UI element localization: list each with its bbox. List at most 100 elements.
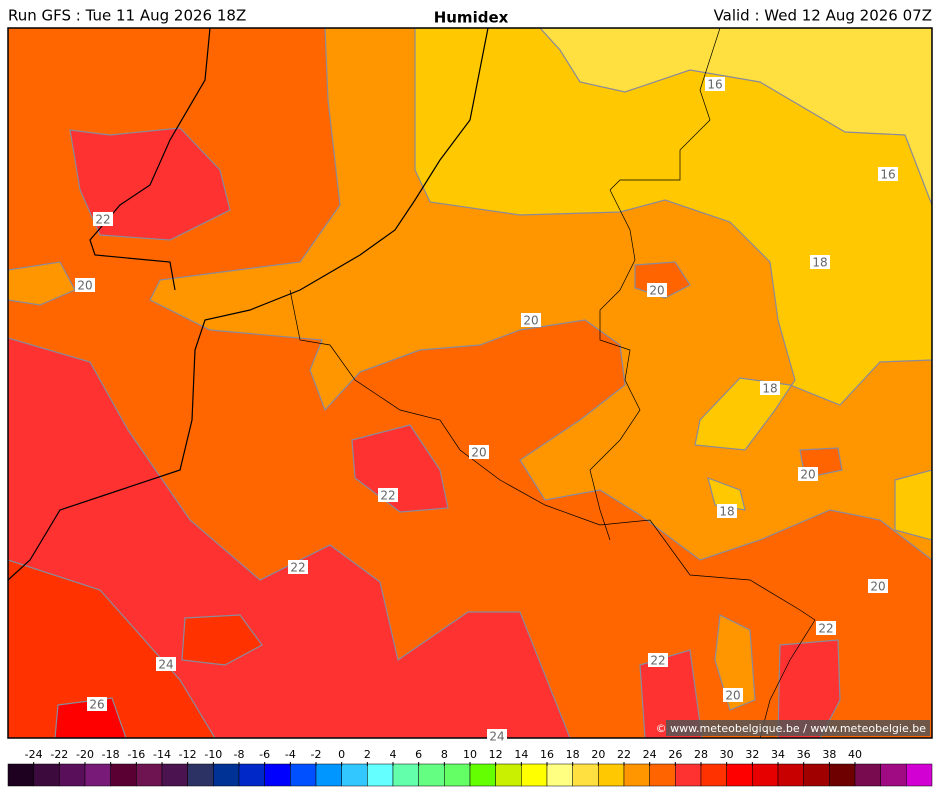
colorbar-swatch <box>675 763 702 787</box>
contour-label: 20 <box>523 314 538 328</box>
colorbar-swatch <box>7 763 34 787</box>
colorbar-swatch <box>598 763 625 787</box>
contour-label: 24 <box>489 730 504 744</box>
colorbar-swatch <box>341 763 368 787</box>
colorbar-label: -20 <box>76 748 94 761</box>
contour-label-bg <box>705 77 725 91</box>
contour-label: 20 <box>471 446 486 460</box>
colorbar-swatch <box>161 763 188 787</box>
colorbar-swatch <box>854 763 881 787</box>
colorbar-label: 24 <box>643 748 657 761</box>
colorbar-label: 26 <box>668 748 682 761</box>
colorbar-swatch <box>59 763 86 787</box>
colorbar-swatch <box>700 763 727 787</box>
colorbar-swatch <box>777 763 804 787</box>
colorbar: -24 -22 -20 -18 -16 -14 -12 -10 -8 -6 -4 -2 0 2 4 6 8 10 1… <box>7 748 933 787</box>
colorbar-swatch <box>623 763 650 787</box>
colorbar-label: 36 <box>797 748 811 761</box>
valid-info: Valid : Wed 12 Aug 2026 07Z <box>714 7 932 25</box>
colorbar-label: -4 <box>285 748 296 761</box>
colorbar-label: 18 <box>566 748 580 761</box>
contour-label-bg <box>378 488 398 502</box>
contour-label: 22 <box>818 622 833 636</box>
map-title: Humidex <box>434 9 509 27</box>
contour-label: 18 <box>812 256 827 270</box>
contour-label-bg <box>878 167 898 181</box>
colorbar-swatch <box>572 763 599 787</box>
colorbar-label: -10 <box>204 748 222 761</box>
contour-label: 20 <box>725 689 740 703</box>
contour-label-bg <box>648 653 668 667</box>
colorbar-label: 32 <box>745 748 759 761</box>
colorbar-label: 8 <box>441 748 448 761</box>
contour-label: 20 <box>649 284 664 298</box>
colorbar-swatch <box>213 763 240 787</box>
contour-label-bg <box>487 729 507 743</box>
map-field <box>8 28 932 738</box>
colorbar-label: -22 <box>50 748 68 761</box>
colorbar-label: 34 <box>771 748 785 761</box>
colorbar-swatch <box>649 763 676 787</box>
colorbar-label: -2 <box>311 748 322 761</box>
colorbar-swatch <box>469 763 496 787</box>
contour-labels: 16 16 22 18 20 20 20 18 20 20 22 18 22 20 22 24 22 20 26 24 <box>75 77 898 744</box>
contour-label: 26 <box>89 698 104 712</box>
contour-label-bg <box>810 255 830 269</box>
run-info: Run GFS : Tue 11 Aug 2026 18Z <box>8 7 246 25</box>
contour-label-bg <box>798 467 818 481</box>
contour-label: 22 <box>290 561 305 575</box>
contour-label-bg <box>760 381 780 395</box>
contour-label: 16 <box>880 168 895 182</box>
colorbar-swatch <box>546 763 573 787</box>
colorbar-swatch <box>33 763 60 787</box>
contour-label: 20 <box>77 279 92 293</box>
contour-label: 22 <box>380 489 395 503</box>
contour-label-bg <box>75 278 95 292</box>
colorbar-swatch <box>238 763 265 787</box>
colorbar-label: 30 <box>720 748 734 761</box>
contour-label-bg <box>521 313 541 327</box>
contour-label: 18 <box>719 505 734 519</box>
colorbar-label: 20 <box>591 748 605 761</box>
colorbar-swatch <box>803 763 830 787</box>
colorbar-label: -12 <box>179 748 197 761</box>
colorbar-swatch <box>906 763 933 787</box>
contour-label-bg <box>717 504 737 518</box>
colorbar-swatch <box>829 763 856 787</box>
colorbar-label: 12 <box>489 748 503 761</box>
contour-label-bg <box>288 560 308 574</box>
contour-label: 16 <box>707 78 722 92</box>
colorbar-label: -6 <box>259 748 270 761</box>
colorbar-label: 10 <box>463 748 477 761</box>
contour-label-bg <box>647 283 667 297</box>
colorbar-swatch <box>752 763 779 787</box>
colorbar-swatch <box>444 763 471 787</box>
colorbar-label: -24 <box>25 748 43 761</box>
colorbar-swatch <box>290 763 317 787</box>
colorbar-label: 0 <box>338 748 345 761</box>
contour-label: 22 <box>95 213 110 227</box>
colorbar-label: 2 <box>364 748 371 761</box>
contour-label-bg <box>816 621 836 635</box>
colorbar-label: -16 <box>127 748 145 761</box>
contour-label: 20 <box>870 580 885 594</box>
watermark: © www.meteobelgique.be / www.meteobelgie… <box>656 722 927 735</box>
colorbar-label: 40 <box>848 748 862 761</box>
colorbar-swatch <box>495 763 522 787</box>
watermark-bg <box>666 720 930 736</box>
colorbar-swatch <box>726 763 753 787</box>
colorbar-label: 28 <box>694 748 708 761</box>
colorbar-label: -14 <box>153 748 171 761</box>
colorbar-swatch <box>418 763 445 787</box>
contour-label: 22 <box>650 654 665 668</box>
colorbar-swatch <box>110 763 137 787</box>
colorbar-swatch <box>521 763 548 787</box>
colorbar-label: 38 <box>822 748 836 761</box>
colorbar-label: 14 <box>514 748 528 761</box>
contour-label: 18 <box>762 382 777 396</box>
colorbar-swatch <box>367 763 394 787</box>
contour-label-bg <box>868 579 888 593</box>
contour-label: 24 <box>158 658 173 672</box>
